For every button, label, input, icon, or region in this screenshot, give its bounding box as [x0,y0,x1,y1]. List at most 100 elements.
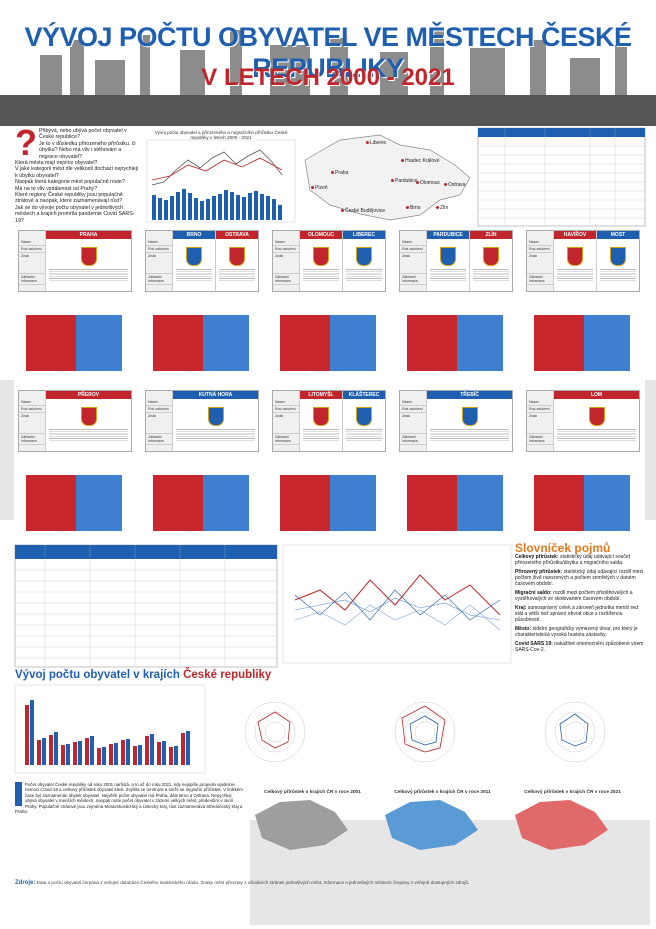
info-lines [303,268,339,282]
summary: Počet obyvatel České republiky od roku 2… [15,782,243,814]
map-title: Celkový přírůstek v krajích ČR v roce 20… [524,790,621,795]
card-label: Znak [527,413,553,434]
glossary-term: Město: [515,626,532,632]
card-label-spacer [273,391,299,399]
split-bar [526,465,638,535]
map-dot [341,209,344,212]
glossary-item: Covid SARS 19: nakažlivé onemocnění způs… [515,641,645,653]
card-label: Základní informace [527,434,553,445]
map-dot [311,186,314,189]
card-label: Rok založení [400,246,426,253]
glossary-title-accent: pojmů [574,541,611,555]
small-table [477,127,646,227]
glossary-item: Celkový přírůstek: statistický údaj udáv… [515,554,645,566]
split-bar [272,465,384,535]
split-bar [526,305,638,375]
card-city: KLÁŠTEREC [342,391,385,451]
card-labels: Název Rok založení Znak Základní informace [273,231,299,291]
info-lines [49,428,128,442]
bar-blue [584,315,630,371]
info-lines [557,268,593,282]
info-lines [303,428,339,442]
glossary-term: Přirozený přírůstek: [515,569,563,575]
card-city: PŘEROV [45,391,131,451]
card-label-spacer [400,391,426,399]
split-bar [145,465,257,535]
card-city: PRAHA [45,231,131,291]
glossary-text: sídelní geograficky vymezený útvar, pro … [515,626,638,638]
city-name: TŘEBÍČ [427,391,512,399]
map-city: Pardubice [395,178,418,184]
info-lines [49,268,128,282]
card-label: Znak [273,253,299,274]
map-dot [416,181,419,184]
card-label: Základní informace [146,434,172,445]
coat-of-arms [80,407,97,426]
card: Název Rok založení Znak Základní informace P… [399,230,513,292]
info-lines [557,428,636,442]
card-label: Název [527,399,553,406]
card-labels: Název Rok založení Znak Základní informace [146,231,172,291]
card-label: Název [146,399,172,406]
info-lines [473,268,509,282]
card-labels: Název Rok založení Znak Základní informace [146,391,172,451]
card-city: LIBEREC [342,231,385,291]
city-name: OLOMOUC [300,231,342,239]
glossary-title: Slovníček [515,541,572,555]
city-name: ZLÍN [470,231,512,239]
question: Které regiony České republiky jsou popul… [15,192,123,205]
card-label-spacer [527,391,553,399]
coat-of-arms [313,247,329,266]
city-name: PŘEROV [46,391,131,399]
question: Má na to vliv vzdálenost od Prahy? [15,185,98,192]
radar-line [257,711,291,749]
card: Název Rok založení Znak Základní informace K… [145,390,259,452]
card-label: Znak [19,253,45,274]
card-label-spacer [146,231,172,239]
card-city: LITOMYŠL [299,391,342,451]
info-lines [430,268,466,282]
card-label: Název [527,239,553,246]
bar-red [534,475,584,531]
info-lines [176,428,255,442]
info-lines [346,268,382,282]
card-city: BRNO [172,231,215,291]
bar-blue [457,475,503,531]
regions-title: Vývoj počtu obyvatel v krajích [15,669,180,681]
card-label-spacer [146,391,172,399]
bar-blue [76,475,122,531]
card-label: Rok založení [400,406,426,413]
glossary-text: statistický údaj udávající rozdíl mezi p… [515,569,644,587]
radar-charts [244,701,606,763]
card-label: Základní informace [273,434,299,445]
card-label: Základní informace [400,274,426,285]
card: Název Rok založení Znak Základní informace B… [145,230,259,292]
card: Název Rok založení Znak Základní informace P… [18,390,132,452]
glossary-term: Covid SARS 19: [515,641,553,647]
coat-of-arms [567,247,583,266]
map-city: Liberec [370,140,387,146]
info-lines [219,268,255,282]
coat-of-arms [186,247,202,266]
bar-blue [203,475,249,531]
coat-of-arms [610,247,626,266]
card-label-spacer [400,231,426,239]
info-lines [176,268,212,282]
chart-title: Vývoj počtu obyvatel a přirozeného a mig… [154,130,288,140]
city-name: MOST [597,231,639,239]
regions-heading: Vývoj počtu obyvatel v krajích České rep… [15,669,271,681]
glossary-term: Migrační saldo: [515,590,552,596]
split-bar [18,305,130,375]
summary-marker [15,782,22,806]
card-city: OSTRAVA [215,231,258,291]
bar-red [153,315,203,371]
card-label: Název [400,399,426,406]
card-label: Základní informace [19,274,45,285]
crowd [0,95,656,126]
glossary-item: Migrační saldo: rozdíl mezi počtem přist… [515,590,645,602]
card-label: Znak [527,253,553,274]
city-name: LIBEREC [343,231,385,239]
subtitle: V LETECH 2000 - 2021 [201,64,455,91]
map-dot [391,179,394,182]
